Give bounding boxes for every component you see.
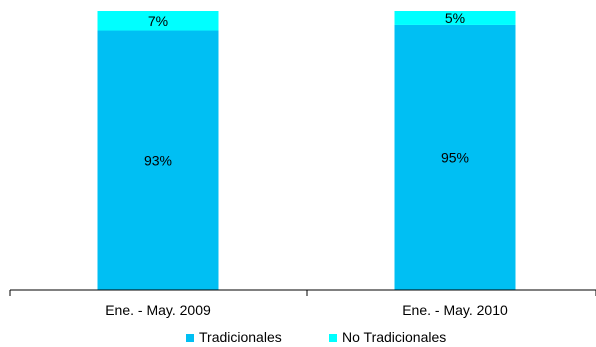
data-label: 95% bbox=[441, 149, 469, 165]
bar-tradicionales-2 bbox=[394, 24, 516, 290]
bar-tradicionales-1 bbox=[97, 30, 219, 291]
data-label: 93% bbox=[144, 152, 172, 168]
data-labels-layer: 93% 7% 95% 5% bbox=[144, 10, 469, 168]
legend-label: Tradicionales bbox=[199, 329, 282, 345]
bar-no-tradicionales-2 bbox=[394, 11, 516, 25]
legend: Tradicionales No Tradicionales bbox=[186, 329, 446, 345]
x-tick-label: Ene. - May. 2010 bbox=[402, 302, 508, 318]
data-label: 7% bbox=[148, 13, 168, 29]
data-label: 5% bbox=[445, 10, 465, 26]
legend-label: No Tradicionales bbox=[342, 329, 446, 345]
bars-layer bbox=[97, 11, 516, 291]
bar-no-tradicionales-1 bbox=[97, 11, 219, 31]
x-tick-label: Ene. - May. 2009 bbox=[105, 302, 211, 318]
x-axis-ticks: Ene. - May. 2009 Ene. - May. 2010 bbox=[9, 290, 596, 318]
legend-swatch bbox=[329, 334, 337, 342]
legend-swatch bbox=[186, 334, 194, 342]
